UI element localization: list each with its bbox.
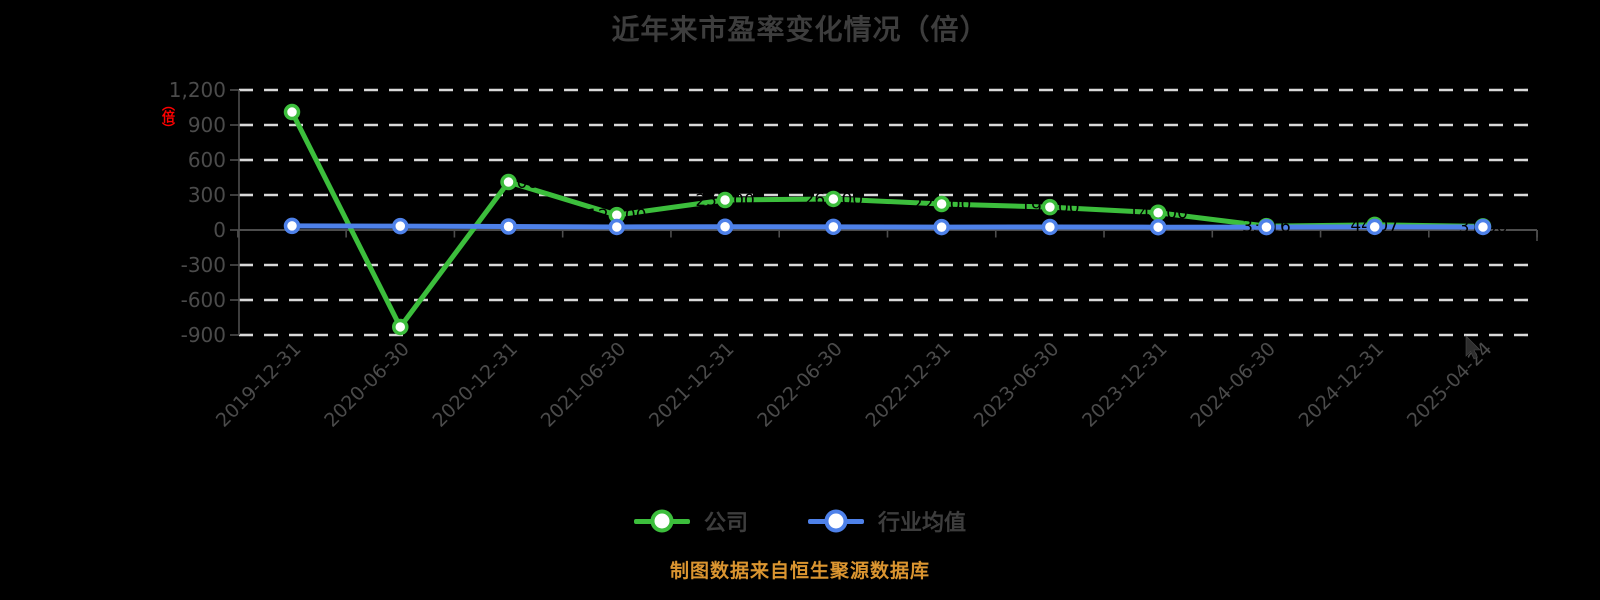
data-point-marker[interactable] — [392, 217, 409, 235]
data-point-marker[interactable] — [825, 190, 842, 208]
data-point-marker[interactable] — [1041, 218, 1059, 236]
x-tick-label: 2020-12-31 — [428, 338, 522, 432]
company-marker-dot — [650, 509, 674, 533]
legend-item-company[interactable]: 公司 — [633, 505, 748, 537]
data-point-marker[interactable] — [283, 217, 301, 235]
chart-title: 近年来市盈率变化情况（倍） — [611, 13, 989, 46]
data-point-marker[interactable] — [825, 218, 842, 236]
data-point-marker[interactable] — [392, 318, 409, 336]
x-tick-label: 2020-06-30 — [320, 338, 414, 432]
y-tick-label: -900 — [181, 323, 226, 347]
x-tick-label: 2025-04-24 — [1403, 338, 1497, 432]
data-point-marker[interactable] — [1041, 198, 1059, 216]
industry-markers — [283, 217, 1492, 236]
axes — [230, 89, 1538, 336]
x-tick-label: 2023-12-31 — [1078, 338, 1172, 432]
y-tick-label: -300 — [181, 253, 226, 277]
x-tick-label: 2022-12-31 — [862, 338, 956, 432]
x-tick-label: 2019-12-31 — [212, 338, 306, 432]
y-tick-label: 0 — [213, 218, 226, 242]
data-point-marker[interactable] — [716, 191, 734, 209]
y-tick-labels: 1,200 900 600 300 0 -300 -600 -900 — [169, 78, 226, 347]
x-tick-label: 2023-06-30 — [970, 338, 1064, 432]
company-series-marker — [633, 509, 690, 533]
data-point-marker[interactable] — [1149, 204, 1167, 221]
company-data-labels: 1011.00-831.00411.00128.00257.00266.0022… — [257, 103, 1507, 338]
data-point-marker[interactable] — [933, 195, 950, 213]
data-source-note: 制图数据来自恒生聚源数据库 — [669, 560, 930, 582]
industry-series-marker — [808, 509, 864, 533]
y-tick-label: 1,200 — [169, 78, 226, 102]
x-tick-label: 2021-12-31 — [645, 338, 739, 432]
data-point-marker[interactable] — [933, 218, 950, 236]
data-point-marker[interactable] — [283, 103, 301, 121]
company-line — [289, 109, 1486, 330]
y-axis-unit-label: （倍） — [159, 98, 174, 134]
x-tick-label: 2021-06-30 — [537, 338, 631, 432]
y-tick-label: 900 — [188, 113, 226, 137]
legend-label-industry: 行业均值 — [878, 511, 967, 536]
y-gridlines — [239, 88, 1537, 337]
data-point-marker[interactable] — [1366, 218, 1383, 236]
data-point-marker[interactable] — [608, 218, 626, 236]
data-point-marker[interactable] — [500, 218, 517, 235]
y-tick-label: -600 — [181, 288, 226, 312]
mouse-cursor — [1465, 335, 1481, 360]
data-point-marker[interactable] — [1149, 218, 1167, 236]
chart-legend: 公司 行业均值 — [0, 505, 1600, 537]
legend-label-company: 公司 — [703, 511, 748, 536]
y-tick-label: 600 — [188, 148, 226, 172]
x-tick-labels: 2019-12-31 2020-06-30 2020-12-31 2021-06-30… — [212, 338, 1497, 432]
data-point-marker[interactable] — [1474, 218, 1492, 236]
data-point-marker[interactable] — [500, 173, 517, 191]
industry-marker-dot — [824, 509, 848, 533]
y-tick-label: 300 — [188, 183, 226, 207]
industry-line — [289, 223, 1486, 230]
data-point-marker[interactable] — [1258, 218, 1275, 236]
legend-item-industry[interactable]: 行业均值 — [808, 505, 966, 537]
x-tick-label: 2024-12-31 — [1295, 338, 1389, 432]
x-tick-label: 2024-06-30 — [1186, 338, 1280, 432]
data-point-marker[interactable] — [716, 218, 734, 235]
x-tick-label: 2022-06-30 — [753, 338, 847, 432]
